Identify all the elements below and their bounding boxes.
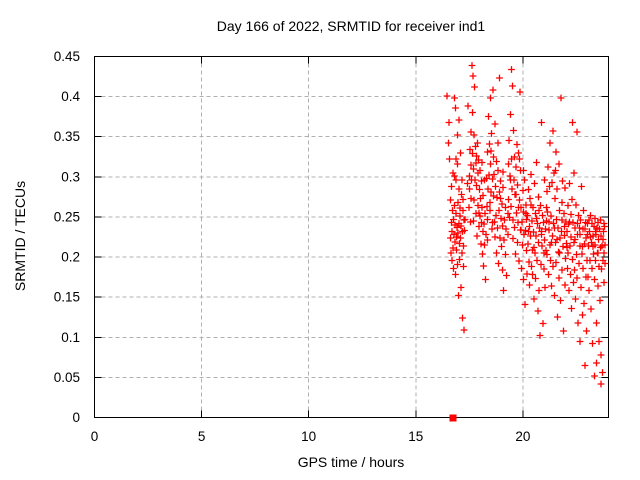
y-tick-label: 0.15 [54, 290, 80, 305]
y-tick-label: 0.35 [54, 129, 80, 144]
x-tick-label: 0 [91, 429, 99, 444]
x-tick-label: 5 [198, 429, 206, 444]
plot-frame [94, 56, 609, 418]
scatter-points [443, 62, 609, 422]
tick-labels: 0 5 10 15 20 0 0.05 0.1 0.15 0.2 0.25 0.3 0.35 0.4 0.4… [54, 49, 531, 444]
y-axis-label: SRMTID / TECUs [12, 181, 28, 291]
x-tick-label: 10 [301, 429, 316, 444]
y-tick-label: 0.25 [54, 209, 80, 224]
y-tick-label: 0.2 [61, 250, 80, 265]
y-tick-label: 0.3 [61, 169, 80, 184]
y-tick-label: 0.1 [61, 330, 80, 345]
y-tick-label: 0.05 [54, 370, 80, 385]
chart-title: Day 166 of 2022, SRMTID for receiver ind… [217, 18, 486, 34]
y-tick-label: 0.4 [61, 89, 80, 104]
y-tick-label: 0.45 [54, 49, 80, 64]
axis-ticks [94, 56, 609, 418]
y-tick-label: 0 [72, 410, 80, 425]
x-tick-label: 20 [515, 429, 530, 444]
data-points-plus [443, 62, 609, 388]
x-tick-label: 15 [408, 429, 423, 444]
x-axis-label: GPS time / hours [298, 454, 405, 470]
data-point-square [449, 414, 457, 422]
grid-lines [94, 56, 609, 418]
